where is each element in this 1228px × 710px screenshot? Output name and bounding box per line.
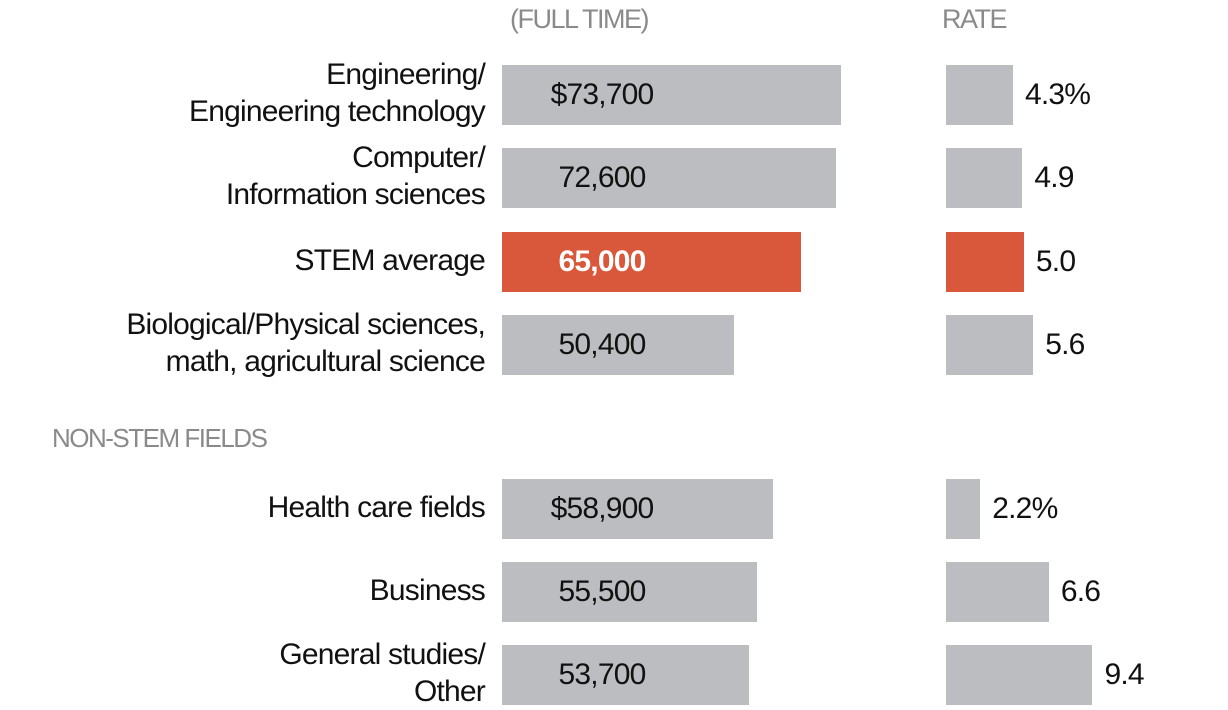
category-label: Health care fields xyxy=(267,490,486,524)
category-label: Business xyxy=(369,573,486,607)
rate-value-label: 4.9 xyxy=(1034,161,1074,194)
salary-value-label: 72,600 xyxy=(558,161,647,194)
salary-value-label: $73,700 xyxy=(550,78,655,111)
salary-bar xyxy=(502,65,841,125)
rate-value-label: 4.3% xyxy=(1025,78,1091,111)
rate-bar xyxy=(946,315,1034,375)
rate-bar xyxy=(946,479,981,539)
salary-value-label: 50,400 xyxy=(558,328,647,361)
category-label: General studies/Other xyxy=(279,638,485,708)
salary-bar xyxy=(502,562,758,622)
salary-column-header: (FULL TIME) xyxy=(510,4,650,34)
salary-value-label: $58,900 xyxy=(550,492,655,525)
category-label: Biological/Physical sciences, math, agric… xyxy=(126,308,485,378)
category-label: STEM average xyxy=(294,243,486,277)
rate-value-label: 6.6 xyxy=(1060,575,1101,608)
rate-column-header: RATE xyxy=(942,4,1008,34)
rate-value-label: 5.0 xyxy=(1035,245,1076,278)
rate-bar xyxy=(946,232,1024,292)
category-label: Computer/Information sciences xyxy=(225,141,486,211)
salary-bar xyxy=(502,315,734,375)
rate-bar xyxy=(946,645,1093,705)
salary-value-label: 65,000 xyxy=(558,245,647,278)
salary-value-label: 53,700 xyxy=(558,658,647,691)
salary-bar xyxy=(502,479,773,539)
rate-bar xyxy=(946,148,1023,208)
category-label: Engineering/Engineering technology xyxy=(189,58,486,128)
salary-value-label: 55,500 xyxy=(558,575,647,608)
rate-bar xyxy=(946,65,1013,125)
salary-bar xyxy=(502,232,801,292)
rate-value-label: 9.4 xyxy=(1104,658,1144,691)
non-stem-section-label: NON-STEM FIELDS xyxy=(52,423,268,453)
rate-value-label: 5.6 xyxy=(1045,328,1085,361)
rate-bar xyxy=(946,562,1049,622)
salary-bar xyxy=(502,148,836,208)
rate-value-label: 2.2% xyxy=(992,492,1058,525)
